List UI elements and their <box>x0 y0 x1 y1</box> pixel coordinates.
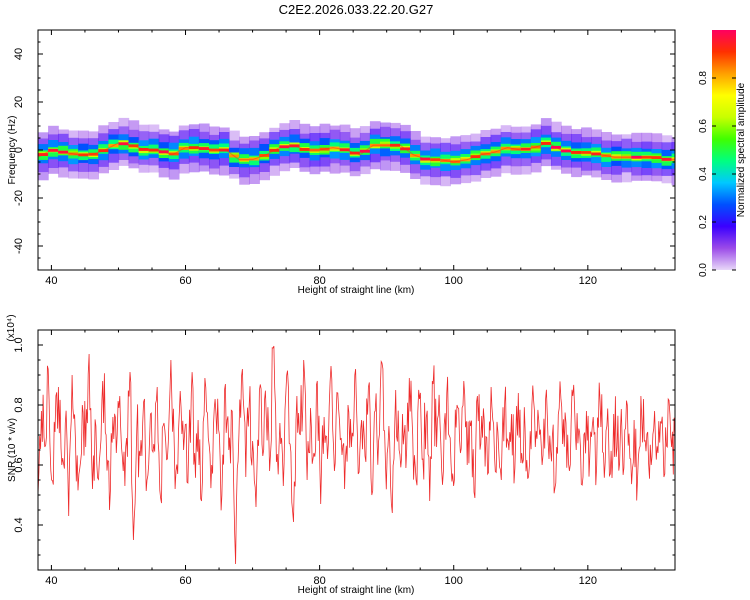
spectrogram-cell <box>229 153 240 163</box>
x-tick-label: 60 <box>179 275 191 287</box>
spectrogram-cell <box>450 158 462 162</box>
spectrogram-cell <box>380 141 391 146</box>
colorbar-tick-label: 0.8 <box>698 71 709 85</box>
spectrogram-x-ticks: 40 60 80 100 120 <box>45 30 656 287</box>
spectrogram-marks <box>38 117 675 187</box>
spectrogram-cell <box>551 147 562 151</box>
y-tick-label: 0.4 <box>13 517 25 532</box>
colorbar-tick-label: 0.2 <box>698 215 709 229</box>
snr-y-ticks: 0.4 0.6 0.8 1.0 <box>13 329 675 571</box>
x-tick-label: 100 <box>445 575 463 587</box>
spectrogram-cell <box>390 144 401 149</box>
snr-plot-area <box>38 330 675 570</box>
y-tick-label: 1.0 <box>13 337 25 352</box>
spectrogram-y-ticks: -40 -20 0 20 40 <box>13 29 675 271</box>
x-tick-label: 80 <box>313 275 325 287</box>
y-tick-label: -40 <box>13 238 25 254</box>
x-tick-label: 120 <box>579 575 597 587</box>
colorbar-bar <box>712 30 736 270</box>
figure-title: C2E2.2026.033.22.20.G27 <box>279 2 434 17</box>
spectrogram-cell <box>319 149 331 153</box>
spectrogram-cell <box>289 142 301 153</box>
colorbar-ticks: 0.0 0.2 0.4 0.6 0.8 <box>698 71 736 277</box>
x-tick-label: 40 <box>45 275 57 287</box>
spectrogram-cell <box>118 140 130 145</box>
x-tick-label: 40 <box>45 575 57 587</box>
colorbar-tick-label: 0.6 <box>698 119 709 133</box>
colorbar: 0.0 0.2 0.4 0.6 0.8 Normalized spectral ampl… <box>698 30 747 277</box>
spectrogram-panel: 40 60 80 100 120 -40 -20 0 20 40 Height of strai… <box>7 29 676 296</box>
x-tick-label: 120 <box>579 275 597 287</box>
y-tick-label: 0.8 <box>13 397 25 412</box>
y-tick-label: 0.6 <box>13 457 25 472</box>
x-tick-label: 60 <box>179 575 191 587</box>
spectrogram-cell <box>420 158 431 163</box>
spectrogram-cell <box>530 146 542 151</box>
spectrogram-cell <box>259 155 270 160</box>
x-tick-label: 80 <box>313 575 325 587</box>
y-tick-label: 40 <box>13 48 25 60</box>
snr-y-label: SNR (10 * v/v) <box>7 418 18 482</box>
spectrogram-cell <box>369 138 381 149</box>
spectrogram-cell <box>138 149 150 154</box>
snr-panel: 40 60 80 100 120 0.4 0.6 0.8 1.0 Height of stra… <box>6 314 676 596</box>
spectrogram-ridge-line <box>38 142 675 163</box>
colorbar-tick-label: 0.4 <box>698 167 709 181</box>
snr-x-ticks: 40 60 80 100 120 <box>45 330 656 587</box>
spectrogram-y-label: Frequency (Hz) <box>7 116 18 185</box>
snr-series-line <box>38 345 675 565</box>
spectrogram-x-label: Height of straight line (km) <box>298 285 415 296</box>
y-tick-label: 0 <box>13 147 25 153</box>
snr-y-unit: (x10⁴) <box>6 314 17 341</box>
snr-x-label: Height of straight line (km) <box>298 585 415 596</box>
colorbar-label: Normalized spectral amplitude <box>736 82 747 217</box>
y-tick-label: -20 <box>13 190 25 206</box>
snr-marks <box>38 345 675 565</box>
spectrogram-cell <box>229 152 240 157</box>
y-tick-label: 20 <box>13 96 25 108</box>
colorbar-tick-label: 0.0 <box>698 263 709 277</box>
x-tick-label: 100 <box>445 275 463 287</box>
